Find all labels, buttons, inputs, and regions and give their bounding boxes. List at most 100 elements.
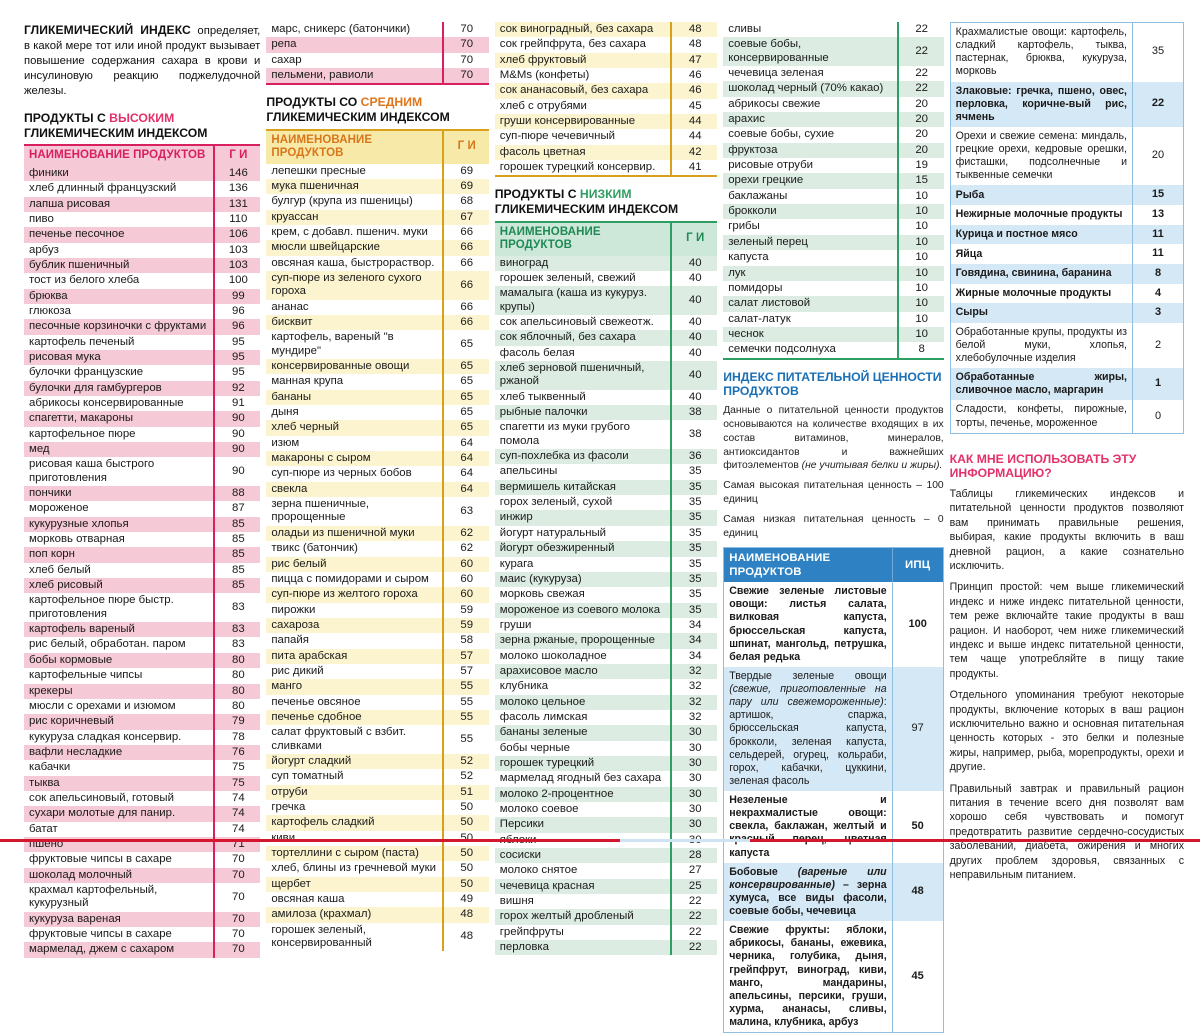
gi-value-cell: 59 <box>441 602 489 618</box>
product-name-cell: суп-пюре из зеленого сухого гороха <box>266 270 443 300</box>
gi-value-cell: 75 <box>213 760 261 776</box>
gi-value-cell: 67 <box>441 209 489 225</box>
product-name-cell: овсяная каша, быстрораствор. <box>266 255 443 271</box>
product-name-cell: молоко соевое <box>494 802 672 818</box>
product-name-cell: зерна ржаные, пророщенные <box>494 633 672 649</box>
table-row: вермишель китайская 35 <box>494 479 718 496</box>
mid-gi-rows-col2: лепешки пресные 69 мука пшеничная 69 булгур … <box>266 163 489 952</box>
table-row: амилоза (крахмал) 48 <box>266 907 489 923</box>
intro-lead: ГЛИКЕМИЧЕСКИЙ ИНДЕКС <box>24 23 191 37</box>
product-name-cell: суп-пюре из черных бобов <box>266 466 443 482</box>
gi-value-cell: 48 <box>441 922 489 952</box>
table-row: хлеб, блины из гречневой муки 50 <box>266 861 489 877</box>
gi-value-cell: 28 <box>670 848 718 864</box>
table-row: грибы 10 <box>723 219 944 235</box>
product-name-cell: рисовые отруби <box>723 158 898 174</box>
footer-red-line <box>0 839 1200 842</box>
gi-value-cell: 20 <box>896 127 944 143</box>
gi-value-cell: 40 <box>670 255 718 271</box>
gi-value-cell: 8 <box>896 342 944 359</box>
low-gi-table-col4: сливы 22 соевые бобы, консервированные 22 че… <box>723 22 944 360</box>
mid-gi-rows-col3: сок виноградный, без сахара 48 сок грейпфр… <box>494 22 718 177</box>
gi-value-cell: 22 <box>896 81 944 97</box>
product-name-cell: семечки подсолнуха <box>723 342 898 359</box>
table-row: мамалыга (каша из кукуруз. крупы) 40 <box>494 286 718 315</box>
table-row: сок ананасовый, без сахара 46 <box>494 83 718 99</box>
product-name-cell: Персики <box>494 817 672 833</box>
product-name-cell: хлеб длинный французский <box>24 181 215 197</box>
high-gi-heading-prefix: ПРОДУКТЫ С <box>24 111 110 126</box>
gi-value-cell: 30 <box>670 740 718 756</box>
product-name-cell: спагетти из муки грубого помола <box>494 420 672 450</box>
gi-value-cell: 45 <box>670 98 718 115</box>
table-row: горошек зеленый, консервированный 48 <box>266 922 489 952</box>
table-row: семечки подсолнуха 8 <box>723 342 944 359</box>
mid-gi-heading-line2: ГЛИКЕМИЧЕСКИМ ИНДЕКСОМ <box>266 110 450 125</box>
gi-value-cell: 49 <box>441 892 489 908</box>
table-row: Персики 30 <box>494 817 718 833</box>
table-row: картофель сладкий 50 <box>266 815 489 831</box>
column-1: ГЛИКЕМИЧЕСКИЙ ИНДЕКС определяет, в какой… <box>24 22 266 958</box>
gi-value-cell: 78 <box>213 729 261 745</box>
gi-value-cell: 59 <box>441 617 489 634</box>
product-group-cell: Жирные молочные продукты <box>950 283 1133 304</box>
product-name-cell: сахароза <box>266 617 443 634</box>
product-name-cell: картофель вареный <box>24 622 215 638</box>
table-row: рис белый, обработан. паром 83 <box>24 637 261 653</box>
product-name-cell: маис (кукуруза) <box>494 571 672 588</box>
gi-value-cell: 70 <box>213 852 261 868</box>
gi-value-cell: 22 <box>670 894 718 910</box>
product-name-cell: манная крупа <box>266 374 443 390</box>
product-name-cell: вафли несладкие <box>24 744 215 761</box>
product-name-cell: крахмал картофельный, кукурузный <box>24 882 215 912</box>
gi-value-cell: 90 <box>213 411 261 427</box>
gi-value-cell: 83 <box>213 593 261 623</box>
gi-value-cell: 88 <box>213 486 261 502</box>
product-name-cell: M&Ms (конфеты) <box>494 68 672 84</box>
gi-value-cell: 35 <box>670 525 718 542</box>
product-name-cell: груши консервированные <box>494 114 672 130</box>
product-group-cell: Крахмалистые овощи: картофель, сладкий к… <box>950 22 1133 82</box>
table-row: салат-латук 10 <box>723 311 944 327</box>
high-gi-section-heading: ПРОДУКТЫ С ВЫСОКИМ ГЛИКЕМИЧЕСКИМ ИНДЕКСО… <box>24 111 260 140</box>
table-row: мармелад ягодный без сахара 30 <box>494 771 718 787</box>
table-row: хлеб зерновой пшеничный, ржаной 40 <box>494 361 718 390</box>
gi-value-cell: 50 <box>441 861 489 877</box>
product-name-cell: свекла <box>266 481 443 498</box>
product-name-cell: абрикосы консервированные <box>24 395 215 412</box>
gi-value-cell: 63 <box>441 497 489 526</box>
table-row: шоколад черный (70% какао) 22 <box>723 81 944 97</box>
table-row: овсяная каша 49 <box>266 892 489 908</box>
product-name-cell: макароны с сыром <box>266 451 443 467</box>
high-gi-table-col1-body: НАИМЕНОВАНИЕ ПРОДУКТОВ Г И <box>24 145 261 166</box>
product-name-cell: картофель сладкий <box>266 815 443 831</box>
gi-value-cell: 65 <box>441 359 489 375</box>
howto-heading-line2: ИНФОРМАЦИЮ? <box>949 466 1052 481</box>
gi-value-cell: 52 <box>441 769 489 785</box>
product-name-cell: брокколи <box>723 204 898 220</box>
gi-value-cell: 40 <box>670 286 718 315</box>
gi-value-cell: 22 <box>670 924 718 941</box>
table-row: рис белый 60 <box>266 556 489 572</box>
gi-value-cell: 60 <box>441 587 489 603</box>
table-row: рисовая каша быстрого приготовления 90 <box>24 457 261 487</box>
product-name-cell: чеснок <box>723 326 898 343</box>
gi-value-cell: 10 <box>896 265 944 281</box>
gi-value-cell: 74 <box>213 806 261 822</box>
product-name-cell: йогурт сладкий <box>266 753 443 770</box>
npv-value-cell: 1 <box>1132 368 1184 401</box>
product-name-cell: хлеб белый <box>24 562 215 579</box>
gi-value-cell: 40 <box>670 345 718 362</box>
product-name-cell: лепешки пресные <box>266 163 443 179</box>
mid-gi-heading-prefix: ПРОДУКТЫ СО <box>266 95 361 110</box>
product-name-cell: горошек зеленый, консервированный <box>266 922 443 952</box>
gi-value-cell: 66 <box>441 270 489 300</box>
gi-value-cell: 10 <box>896 280 944 297</box>
gi-value-cell: 48 <box>441 907 489 923</box>
npv-value-cell: 13 <box>1132 205 1184 225</box>
gi-value-cell: 83 <box>213 637 261 653</box>
product-name-cell: дыня <box>266 405 443 421</box>
low-gi-section-heading: ПРОДУКТЫ С НИЗКИМ ГЛИКЕМИЧЕСКИМ ИНДЕКСОМ <box>495 187 717 216</box>
table-row: суп-пюре из желтого гороха 60 <box>266 587 489 603</box>
table-row: чечевица зеленая 22 <box>723 66 944 82</box>
